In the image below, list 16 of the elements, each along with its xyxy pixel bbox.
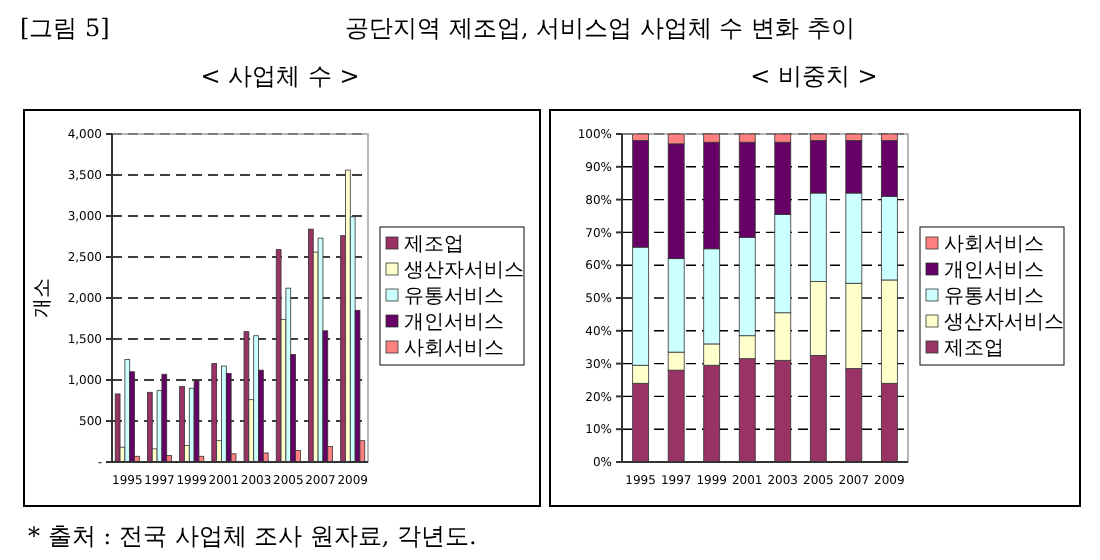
legend-label: 개인서비스 xyxy=(944,260,1044,282)
text: 공단지역 제조업, 서비스업 사업체 수 변화 추이 xyxy=(345,14,855,42)
legend-label: 유통서비스 xyxy=(944,286,1044,308)
text: [그림 5] xyxy=(20,14,110,42)
text: * 출처 : 전국 사업체 조사 원자료, 각년도. xyxy=(28,522,477,550)
chart-subtitle: < 사업체 수 > xyxy=(200,62,360,90)
legend-label: 사회서비스 xyxy=(404,338,504,360)
legend-label: 생산자서비스 xyxy=(404,260,524,282)
legend-label: 개인서비스 xyxy=(404,312,504,334)
legend-label: 사회서비스 xyxy=(944,234,1044,256)
legend-label: 제조업 xyxy=(944,338,1004,360)
legend-label: 제조업 xyxy=(404,234,464,256)
y-axis-title: 개소 xyxy=(32,278,54,318)
legend-label: 생산자서비스 xyxy=(944,312,1064,334)
chart-subtitle: < 비중치 > xyxy=(750,62,878,90)
legend-label: 유통서비스 xyxy=(404,286,504,308)
